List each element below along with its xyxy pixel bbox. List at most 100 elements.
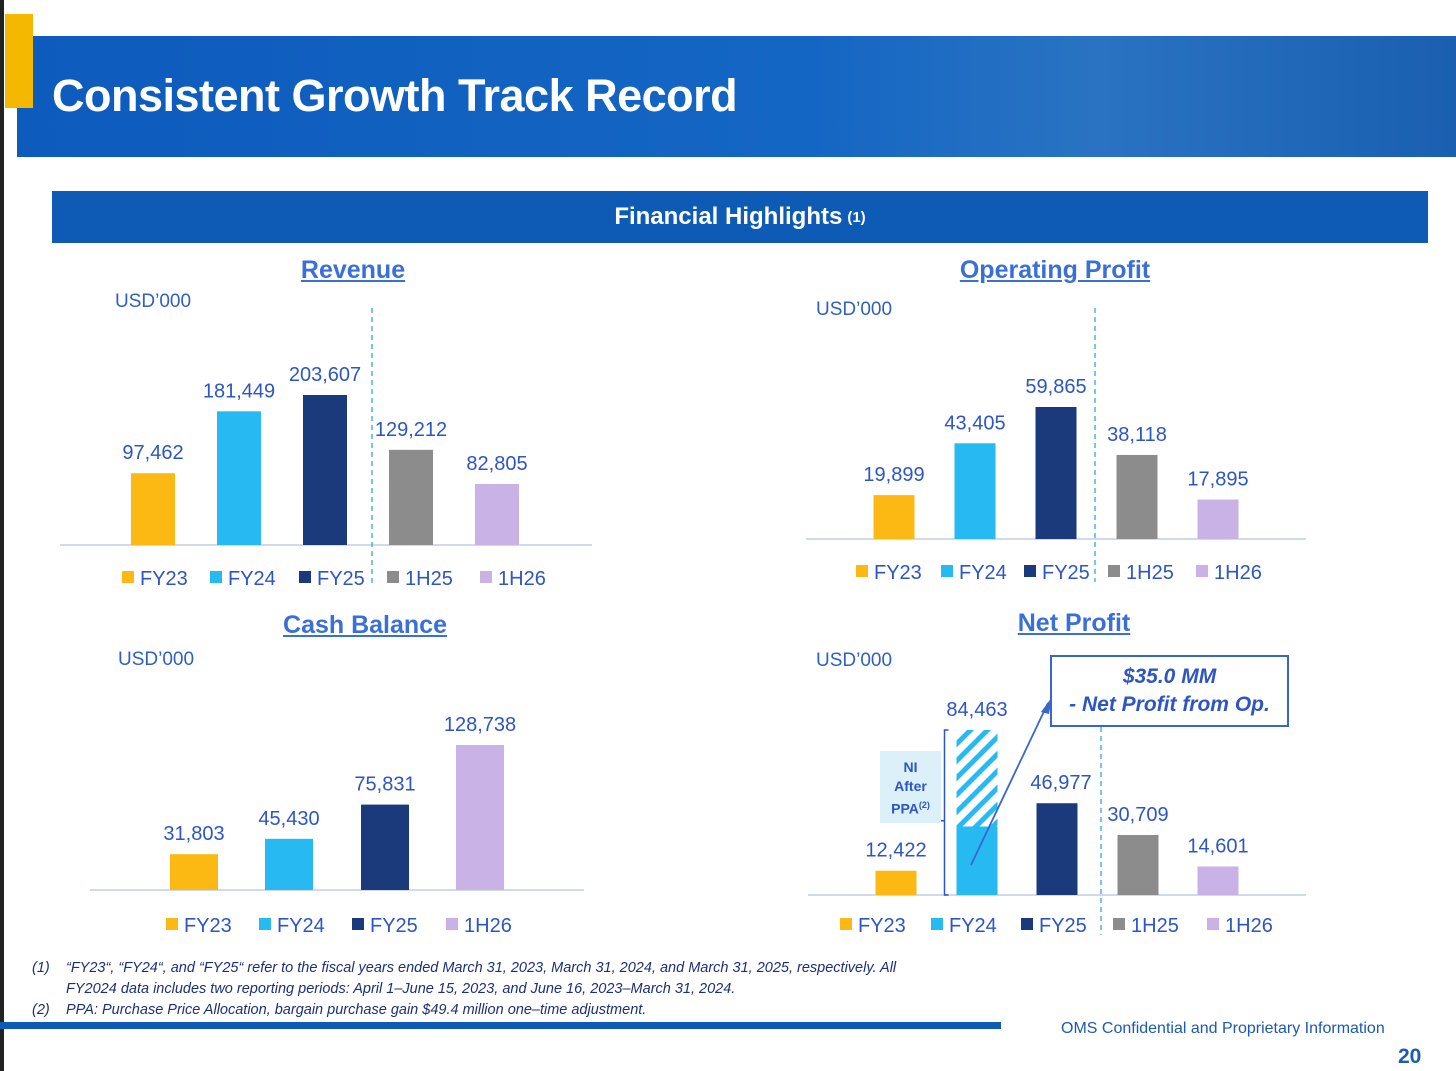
- data-label-FY25: 59,865: [1025, 376, 1086, 398]
- legend-swatch-FY25: [352, 918, 364, 930]
- legend-label-FY25: FY25: [1039, 915, 1087, 937]
- ppa-sup: (2): [918, 800, 930, 810]
- chart-title-cash-balance: Cash Balance: [283, 611, 447, 639]
- callout-arrowhead: [1041, 697, 1052, 714]
- ppa-line1: NI: [903, 759, 918, 775]
- accent-bar: [5, 14, 33, 108]
- page-number: 20: [1398, 1045, 1422, 1068]
- data-label-FY24: 43,405: [944, 412, 1005, 434]
- bar-FY25: [361, 804, 409, 890]
- legend-label-FY24: FY24: [277, 915, 325, 937]
- footnotes: (1) “FY23“, “FY24“, and “FY25“ refer to t…: [32, 958, 896, 1021]
- unit-label-net-profit: USD’000: [816, 650, 893, 671]
- legend-label-FY23: FY23: [140, 568, 188, 590]
- legend-swatch-FY25: [1024, 565, 1036, 577]
- chart-title-revenue: Revenue: [300, 256, 406, 284]
- callout-line2: - Net Profit from Op.: [1069, 693, 1270, 716]
- footnote-text: “FY23“, “FY24“, and “FY25“ refer to the …: [66, 960, 897, 976]
- data-label-1H26: 17,895: [1187, 469, 1248, 491]
- bar-FY24: [265, 838, 313, 890]
- legend-label-1H25: 1H25: [1131, 915, 1179, 937]
- header-banner: [17, 36, 1456, 157]
- ppa-line3: PPA: [891, 800, 919, 817]
- legend-label-FY24: FY24: [959, 562, 1007, 584]
- footnote-key: (1): [32, 960, 50, 976]
- bar-FY24: [217, 411, 261, 545]
- data-label-FY24: 45,430: [258, 808, 319, 830]
- bar-FY23: [131, 473, 175, 545]
- legend-swatch-1H25: [387, 571, 399, 583]
- bar-1H26: [1197, 499, 1239, 539]
- data-label-1H25: 129,212: [375, 419, 447, 441]
- data-label-FY25: 203,607: [289, 364, 361, 386]
- data-label-FY24: 181,449: [203, 380, 275, 402]
- legend-swatch-1H26: [446, 918, 458, 930]
- legend-swatch-1H26: [480, 571, 492, 583]
- section-title: Financial Highlights: [614, 203, 843, 230]
- legend-label-1H26: 1H26: [498, 568, 546, 590]
- footnote-text: PPA: Purchase Price Allocation, bargain …: [66, 1002, 647, 1018]
- data-label-FY24: 84,463: [946, 699, 1007, 721]
- data-label-1H26: 14,601: [1187, 835, 1248, 857]
- bar-FY23: [873, 495, 915, 539]
- legend-swatch-FY24: [210, 571, 222, 583]
- legend-label-1H26: 1H26: [464, 915, 512, 937]
- footer-line: [0, 1022, 1001, 1029]
- legend-label-FY23: FY23: [858, 915, 906, 937]
- legend-label-1H25: 1H25: [405, 568, 453, 590]
- callout-line1: $35.0 MM: [1122, 665, 1217, 688]
- chart-title-operating-profit: Operating Profit: [959, 256, 1151, 284]
- legend-label-FY23: FY23: [874, 562, 922, 584]
- bar-1H25: [389, 449, 433, 545]
- legend-swatch-FY23: [166, 918, 178, 930]
- net-profit-callout: $35.0 MM - Net Profit from Op.: [1050, 655, 1289, 727]
- legend-swatch-FY23: [856, 565, 868, 577]
- data-label-1H25: 30,709: [1107, 804, 1168, 826]
- legend-swatch-FY23: [122, 571, 134, 583]
- data-label-1H26: 128,738: [444, 714, 516, 736]
- legend-swatch-FY24: [259, 918, 271, 930]
- legend-swatch-FY25: [299, 571, 311, 583]
- bar-1H25: [1117, 835, 1159, 895]
- legend-swatch-FY24: [931, 918, 943, 930]
- legend-swatch-FY24: [941, 565, 953, 577]
- legend-swatch-FY25: [1021, 918, 1033, 930]
- data-label-1H25: 38,118: [1107, 424, 1167, 446]
- bar-1H26: [475, 483, 519, 545]
- section-header: Financial Highlights (1): [52, 191, 1428, 243]
- footnote-key: (2): [32, 1002, 50, 1018]
- data-label-FY25: 46,977: [1030, 772, 1091, 794]
- data-label-FY23: 31,803: [163, 823, 224, 845]
- bar-FY25: [1035, 407, 1077, 539]
- bar-FY23: [875, 870, 917, 895]
- bar-1H25: [1116, 454, 1158, 539]
- bar-FY23: [170, 854, 218, 890]
- data-label-FY23: 12,422: [865, 840, 926, 862]
- bar-1H26: [1197, 866, 1239, 895]
- chart-title-net-profit: Net Profit: [1017, 609, 1131, 637]
- section-note-ref: (1): [847, 208, 866, 226]
- legend-label-FY25: FY25: [370, 915, 418, 937]
- bar-FY25: [1036, 803, 1078, 895]
- legend-swatch-FY23: [840, 918, 852, 930]
- confidential-notice: OMS Confidential and Proprietary Informa…: [1061, 1020, 1385, 1037]
- legend-label-FY24: FY24: [228, 568, 276, 590]
- bar-FY25: [303, 395, 347, 545]
- bar-FY24: [954, 443, 996, 539]
- data-label-FY25: 75,831: [354, 774, 415, 796]
- legend-swatch-1H26: [1207, 918, 1219, 930]
- bar-FY24-ppa-gain: [956, 730, 998, 827]
- data-label-FY23: 97,462: [122, 442, 183, 464]
- legend-label-FY24: FY24: [949, 915, 997, 937]
- legend-label-1H26: 1H26: [1214, 562, 1262, 584]
- legend-label-FY23: FY23: [184, 915, 232, 937]
- legend-label-1H25: 1H25: [1126, 562, 1174, 584]
- footnote-text: FY2024 data includes two reporting perio…: [66, 981, 736, 997]
- data-label-FY23: 19,899: [863, 464, 924, 486]
- ppa-line2: After: [894, 778, 927, 794]
- legend-swatch-1H25: [1108, 565, 1120, 577]
- bar-FY24-operations: [956, 826, 998, 895]
- data-label-1H26: 82,805: [466, 453, 527, 475]
- window-edge: [0, 0, 4, 1071]
